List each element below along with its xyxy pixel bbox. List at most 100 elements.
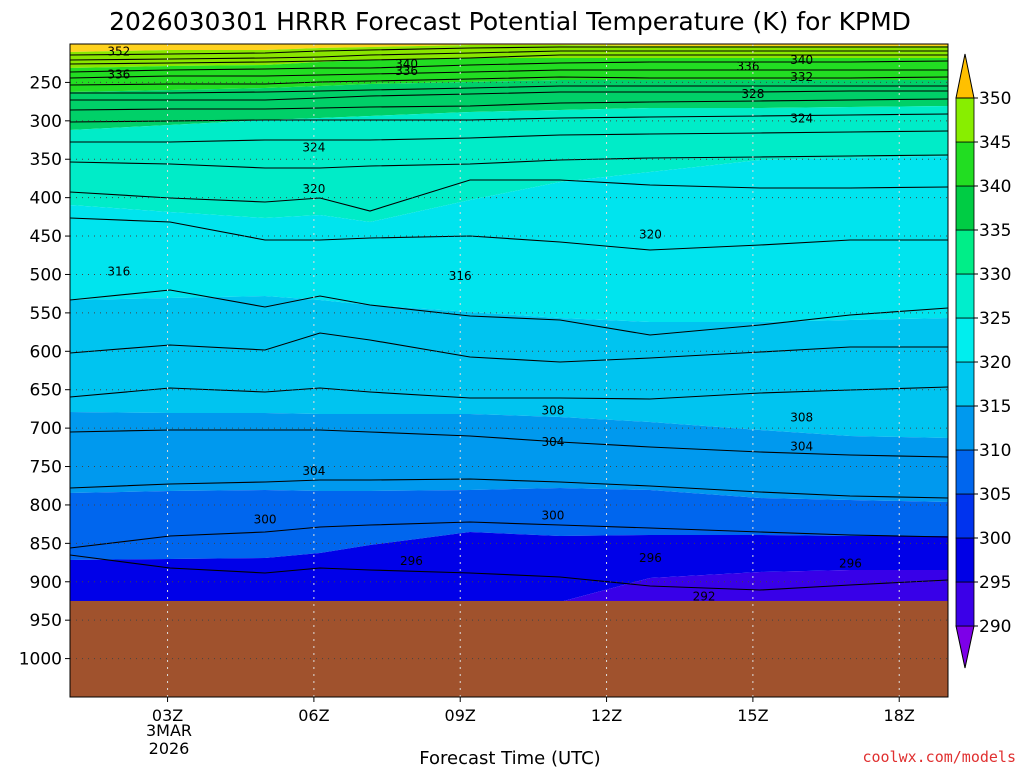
colorbar-over-triangle [955, 53, 975, 99]
color-bands [70, 44, 948, 697]
contour-label-324-8: 324 [790, 112, 813, 126]
contour-line-11 [70, 130, 948, 143]
contour-line-9 [70, 98, 948, 111]
contour-label-352-0: 352 [107, 45, 130, 59]
contour-label-304-18: 304 [790, 440, 813, 454]
contour-label-304-17: 304 [541, 435, 564, 449]
contour-line-4 [70, 60, 948, 73]
x-tick-12Z: 12Z [591, 706, 622, 725]
colorbar-tick-315: 315 [979, 397, 1011, 417]
y-tick-900: 900 [30, 573, 62, 593]
color-band-9 [70, 488, 948, 560]
x-tick-03Z: 03Z [152, 706, 183, 725]
y-tick-950: 950 [30, 611, 62, 631]
contour-label-296-21: 296 [400, 554, 423, 568]
y-tick-700: 700 [30, 419, 62, 439]
contour-label-304-16: 304 [302, 464, 325, 478]
contour-line-2 [70, 50, 948, 61]
colorbar-segment-345 [955, 97, 975, 143]
color-band-8 [70, 412, 948, 502]
colorbar-segment-340 [955, 141, 975, 187]
x-tick-09Z: 09Z [445, 706, 476, 725]
colorbar-segment-300 [955, 493, 975, 539]
contour-label-332-6: 332 [790, 70, 813, 84]
x-axis-ticks: 03Z 06Z 09Z 12Z 15Z 18Z [152, 697, 915, 725]
contour-label-300-20: 300 [541, 509, 564, 523]
colorbar-segment-325 [955, 273, 975, 319]
contour-label-320-11: 320 [639, 228, 662, 242]
contour-label-336-2: 336 [395, 64, 418, 78]
colorbar-tick-290: 290 [979, 617, 1011, 637]
y-tick-450: 450 [30, 227, 62, 247]
colorbar-tick-330: 330 [979, 265, 1011, 285]
contour-line-18 [70, 429, 948, 458]
chart-title: 2026030301 HRRR Forecast Potential Tempe… [109, 7, 911, 36]
contour-line-16 [70, 332, 948, 363]
below-ground-fill [70, 600, 948, 697]
colorbar-tick-325: 325 [979, 309, 1011, 329]
contour-label-336-4: 336 [737, 59, 760, 73]
colorbar-tick-345: 345 [979, 133, 1011, 153]
x-axis-label: Forecast Time (UTC) [419, 748, 600, 768]
x-tick-18Z: 18Z [884, 706, 915, 725]
contour-label-308-14: 308 [541, 403, 564, 417]
y-tick-550: 550 [30, 304, 62, 324]
colorbar-segment-320 [955, 317, 975, 363]
colorbar-segment-310 [955, 405, 975, 451]
contour-line-21 [70, 554, 948, 591]
y-axis-ticks: 250 300 350 400 450 500 550 600 650 700 750 800 850 9… [19, 73, 70, 670]
colorbar: 290 295 300 305 310 315 320 325 330 335 340 345 350 [955, 53, 1011, 669]
contour-line-6 [70, 76, 948, 86]
contour-line-12 [70, 154, 948, 169]
contour-label-328-7: 328 [741, 87, 764, 101]
contour-label-336-5: 336 [107, 68, 130, 82]
colorbar-tick-305: 305 [979, 485, 1011, 505]
y-tick-1000: 1000 [19, 650, 62, 670]
y-tick-600: 600 [30, 342, 62, 362]
colorbar-tick-310: 310 [979, 441, 1011, 461]
colorbar-tick-295: 295 [979, 573, 1011, 593]
colorbar-segment-305 [955, 449, 975, 495]
y-tick-850: 850 [30, 534, 62, 554]
contour-label-296-22: 296 [639, 551, 662, 565]
contour-label-320-10: 320 [302, 182, 325, 196]
x-tick-06Z: 06Z [298, 706, 329, 725]
colorbar-segment-330 [955, 229, 975, 275]
contour-line-7 [70, 85, 948, 94]
contour-label-316-12: 316 [107, 264, 130, 278]
contour-line-17 [70, 386, 948, 400]
contour-label-340-1: 340 [395, 57, 418, 71]
contour-label-308-15: 308 [790, 410, 813, 424]
y-tick-650: 650 [30, 381, 62, 401]
contour-line-1 [70, 46, 948, 56]
contour-label-292-24: 292 [693, 589, 716, 603]
contour-line-20 [70, 521, 948, 549]
colorbar-segment-295 [955, 537, 975, 583]
contour-lines [70, 46, 948, 591]
contour-line-14 [70, 217, 948, 251]
y-tick-800: 800 [30, 496, 62, 516]
colorbar-tick-300: 300 [979, 529, 1011, 549]
contour-line-5 [70, 69, 948, 79]
contour-line-13 [70, 179, 948, 212]
contour-line-19 [70, 478, 948, 499]
x-date-day: 3MAR [146, 721, 192, 740]
contour-label-324-9: 324 [302, 141, 325, 155]
colorbar-under-triangle [955, 625, 975, 669]
gridlines [70, 44, 948, 697]
y-tick-500: 500 [30, 265, 62, 285]
contour-label-296-23: 296 [839, 556, 862, 570]
x-tick-15Z: 15Z [737, 706, 768, 725]
credit-text: coolwx.com/models [862, 748, 1016, 766]
contour-line-15 [70, 289, 948, 336]
colorbar-tick-320: 320 [979, 353, 1011, 373]
y-tick-750: 750 [30, 458, 62, 478]
colorbar-tick-335: 335 [979, 221, 1011, 241]
plot-frame [69, 43, 949, 698]
color-band-7 [70, 296, 948, 438]
colorbar-segment-335 [955, 185, 975, 231]
contour-line-8 [70, 90, 948, 101]
